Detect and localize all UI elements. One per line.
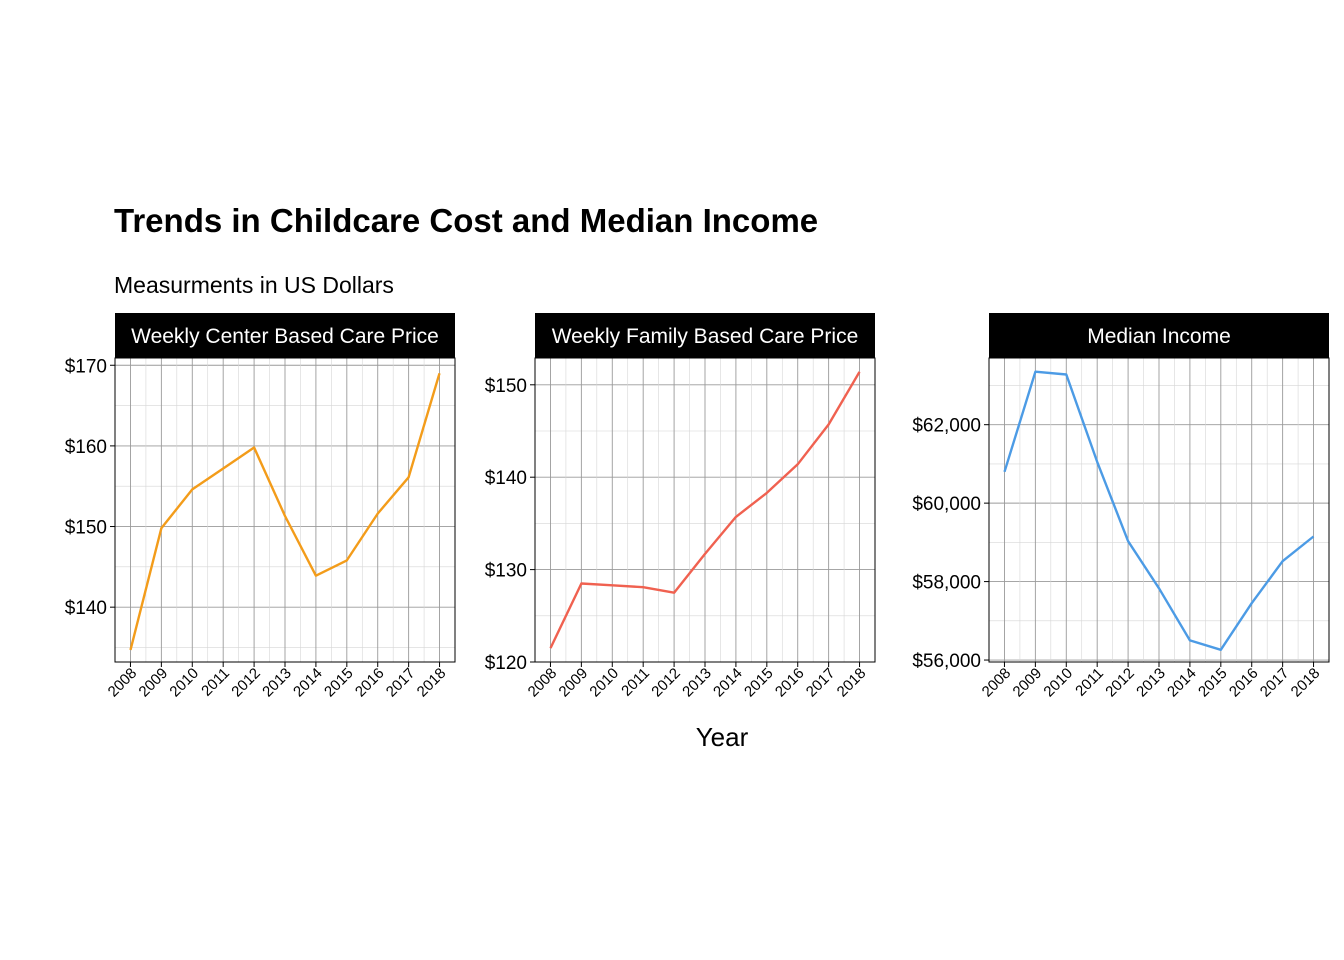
y-tick-label: $140	[485, 468, 527, 489]
x-tick-label: 2011	[1072, 665, 1107, 700]
x-tick-label: 2012	[1102, 665, 1138, 701]
panel-2: Weekly Family Based Care Price $120 $130 $1…	[485, 313, 876, 701]
y-tick-label: $130	[485, 561, 527, 582]
x-tick-label: 2014	[290, 665, 326, 701]
y-tick-label: $58,000	[912, 573, 981, 594]
x-tick-label: 2010	[166, 665, 202, 701]
x-tick-label: 2016	[772, 665, 808, 701]
series-line	[549, 371, 861, 649]
x-tick-label: 2017	[1257, 665, 1293, 701]
facet-panels: Weekly Center Based Care Price $140 $150 $1…	[65, 313, 1330, 701]
x-tick-label: 2009	[136, 665, 172, 701]
x-tick-label: 2015	[741, 665, 777, 701]
panel-3: Median Income $56,000 $58,000 $60,000 $62,00…	[912, 313, 1330, 701]
x-tick-label: 2008	[525, 665, 561, 701]
x-tick-label: 2013	[259, 665, 295, 701]
y-tick-label: $170	[65, 356, 107, 377]
x-tick-label: 2018	[834, 665, 870, 701]
chart-title: Trends in Childcare Cost and Median Inco…	[114, 202, 818, 239]
x-tick-label: 2009	[1010, 665, 1046, 701]
y-tick-label: $140	[65, 598, 107, 619]
x-tick-label: 2018	[414, 665, 450, 701]
x-tick-label: 2014	[1164, 665, 1200, 701]
series-line	[1003, 370, 1315, 651]
x-tick-label: 2015	[321, 665, 357, 701]
x-tick-label: 2011	[198, 665, 233, 700]
y-tick-label: $160	[65, 437, 107, 458]
x-tick-label: 2016	[1226, 665, 1262, 701]
y-tick-label: $62,000	[912, 416, 981, 437]
strip-label: Median Income	[1087, 325, 1231, 348]
x-tick-label: 2012	[228, 665, 264, 701]
x-tick-label: 2013	[679, 665, 715, 701]
x-tick-label: 2009	[556, 665, 592, 701]
x-tick-label: 2017	[383, 665, 419, 701]
x-tick-label: 2016	[352, 665, 388, 701]
x-tick-label: 2008	[979, 665, 1015, 701]
series-line	[129, 372, 441, 651]
x-axis-label: Year	[696, 722, 749, 752]
y-tick-label: $60,000	[912, 494, 981, 515]
x-tick-label: 2015	[1195, 665, 1231, 701]
x-tick-label: 2011	[618, 665, 653, 700]
strip-background	[989, 313, 1329, 358]
chart-subtitle: Measurments in US Dollars	[114, 272, 394, 298]
x-tick-label: 2010	[586, 665, 622, 701]
x-tick-label: 2014	[710, 665, 746, 701]
x-tick-label: 2008	[105, 665, 141, 701]
x-tick-label: 2017	[803, 665, 839, 701]
x-tick-label: 2013	[1133, 665, 1169, 701]
panel-1: Weekly Center Based Care Price $140 $150 $1…	[65, 313, 456, 701]
strip-label: Weekly Family Based Care Price	[552, 325, 859, 348]
y-tick-label: $150	[485, 376, 527, 397]
x-tick-label: 2018	[1288, 665, 1324, 701]
y-tick-label: $56,000	[912, 651, 981, 672]
y-tick-label: $150	[65, 518, 107, 539]
strip-label: Weekly Center Based Care Price	[131, 325, 439, 348]
strip-background	[535, 313, 875, 358]
x-tick-label: 2012	[648, 665, 684, 701]
x-tick-label: 2010	[1040, 665, 1076, 701]
strip-background	[115, 313, 455, 358]
y-tick-label: $120	[485, 653, 527, 674]
